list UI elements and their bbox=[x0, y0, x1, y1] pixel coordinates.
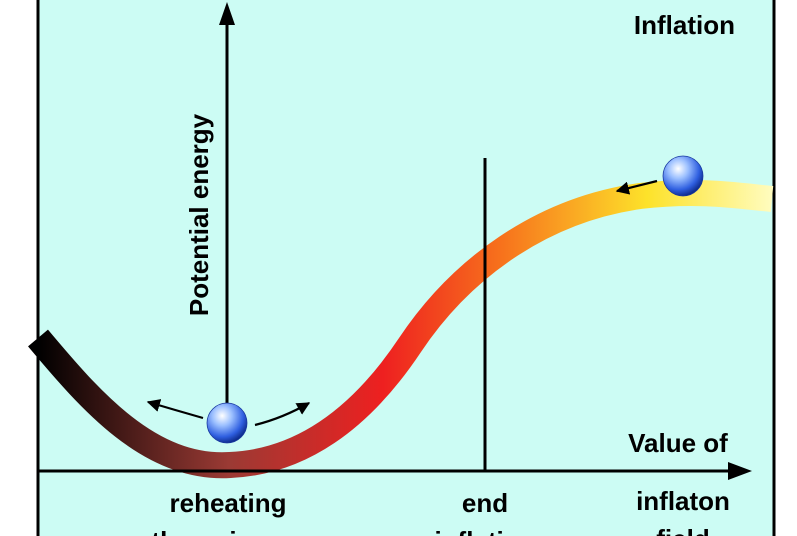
end-label-line1: end bbox=[462, 488, 508, 518]
end-label-line2: inflation bbox=[434, 526, 535, 536]
x-axis-label-line1: Value of bbox=[628, 428, 728, 458]
reheating-label-line2: the universe bbox=[151, 526, 304, 536]
diagram-title: Inflation bbox=[634, 10, 735, 40]
arrow-up-right-icon bbox=[254, 402, 311, 427]
x-axis-label-line2: inflaton bbox=[636, 486, 730, 516]
ball-icon bbox=[206, 402, 248, 444]
x-axis-label-line3: field bbox=[656, 524, 709, 536]
reheating-label-line1: reheating bbox=[169, 488, 286, 518]
y-axis-label: Potential energy bbox=[184, 113, 214, 316]
x-axis-arrowhead bbox=[728, 462, 752, 480]
y-axis-arrowhead bbox=[219, 2, 235, 25]
arrow-left-icon bbox=[615, 179, 658, 195]
arrow-up-left-icon bbox=[146, 399, 204, 420]
ball-icon bbox=[662, 155, 704, 197]
potential-curve bbox=[28, 180, 774, 479]
